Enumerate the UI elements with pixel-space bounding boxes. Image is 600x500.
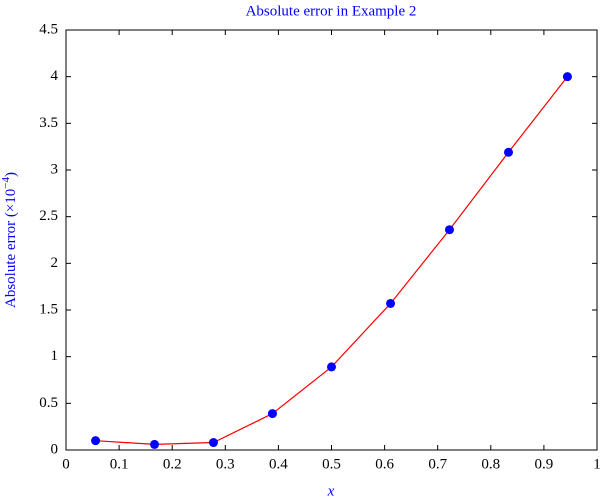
x-tick-label: 0.1: [110, 456, 129, 472]
x-tick-label: 0.2: [163, 456, 182, 472]
data-point: [386, 298, 396, 308]
y-tick-label: 3.5: [39, 115, 58, 131]
x-tick-label: 0.3: [216, 456, 235, 472]
y-label-exponent: −4: [0, 177, 12, 189]
y-tick-label: 2.5: [39, 208, 58, 224]
x-tick-label: 0.9: [535, 456, 554, 472]
y-tick-label: 4: [51, 68, 59, 84]
x-tick-label: 0.8: [481, 456, 500, 472]
y-tick-label: 1: [51, 348, 59, 364]
data-point: [208, 438, 218, 448]
y-label-close: ): [3, 172, 19, 177]
data-point: [150, 439, 160, 449]
y-tick-label: 1.5: [39, 301, 58, 317]
data-point: [444, 225, 454, 235]
y-label-text: Absolute error (×10: [3, 189, 19, 308]
chart-title: Absolute error in Example 2: [246, 3, 417, 19]
y-tick-label: 2: [51, 255, 59, 271]
data-point: [503, 147, 513, 157]
y-tick-label: 0: [51, 441, 59, 457]
x-tick-label: 0.7: [428, 456, 447, 472]
data-point: [267, 409, 277, 419]
data-point: [327, 362, 336, 372]
series-line: [95, 76, 568, 446]
y-tick-label: 0.5: [39, 395, 58, 411]
y-tick-label: 3: [51, 161, 59, 177]
plot-frame: [65, 29, 598, 451]
x-tick-label: 0.6: [375, 456, 394, 472]
x-axis-label: x: [327, 483, 335, 499]
x-tick-label: 0.4: [269, 456, 288, 472]
y-axis-label: Absolute error (×10−4): [0, 172, 19, 308]
x-tick-label: 1: [593, 456, 600, 472]
x-tick-label: 0: [62, 456, 70, 472]
y-tick-label: 4.5: [39, 21, 58, 37]
data-point: [562, 72, 572, 82]
data-point: [91, 436, 101, 446]
x-tick-label: 0.5: [322, 456, 341, 472]
